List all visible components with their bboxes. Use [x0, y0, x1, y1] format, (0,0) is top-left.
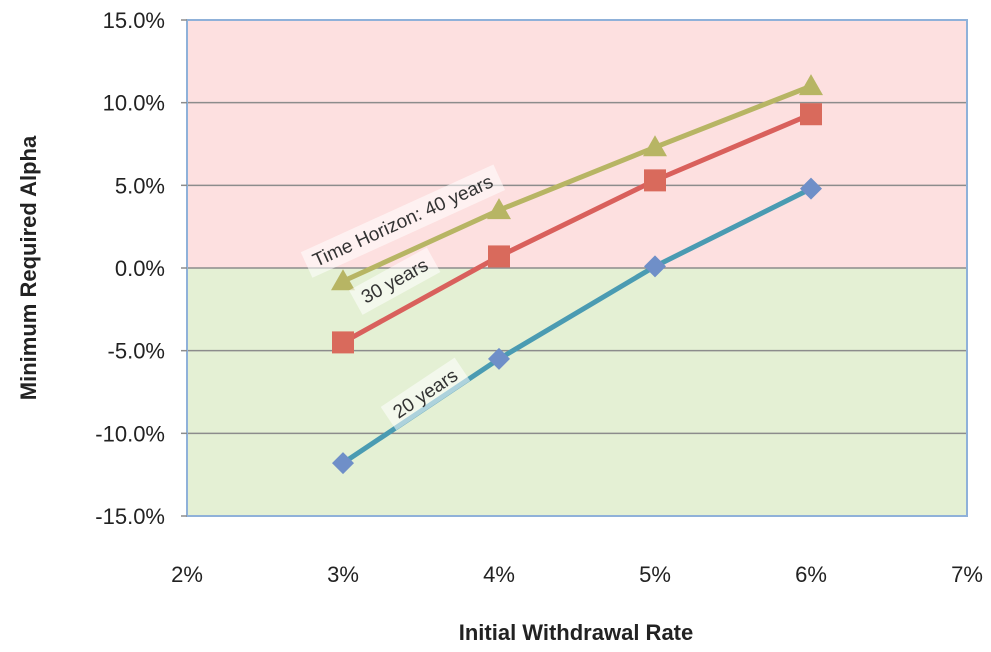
gridlines: [187, 101, 967, 435]
x-tick-label: 3%: [327, 562, 359, 587]
x-tick-label: 5%: [639, 562, 671, 587]
background-band-1: [187, 268, 967, 516]
square-marker: [800, 103, 822, 126]
x-axis-title: Initial Withdrawal Rate: [459, 620, 694, 645]
diamond-marker: [800, 177, 822, 200]
square-marker: [644, 169, 666, 192]
background-band-0: [187, 20, 967, 268]
y-tick-label: -5.0%: [108, 339, 165, 364]
series-0: [331, 74, 823, 291]
triangle-marker: [487, 198, 511, 220]
series-label-bg: [300, 164, 506, 278]
series-line: [341, 83, 812, 284]
y-tick-label: 15.0%: [103, 8, 165, 33]
series-label-bg: [349, 247, 441, 315]
diamond-marker: [488, 347, 510, 370]
diamond-marker: [644, 255, 666, 278]
x-tick-label: 6%: [795, 562, 827, 587]
square-marker: [488, 245, 510, 268]
plot-background: [187, 20, 967, 516]
triangle-marker: [331, 269, 355, 291]
diamond-marker: [332, 452, 354, 475]
y-tick-label: 10.0%: [103, 91, 165, 116]
x-tick-label: 4%: [483, 562, 515, 587]
y-axis-title: Minimum Required Alpha: [16, 135, 41, 400]
square-marker: [332, 331, 354, 354]
series-line: [341, 111, 812, 345]
y-tick-label: -10.0%: [95, 421, 165, 446]
x-tick-label: 7%: [951, 562, 983, 587]
series-label-bg: [380, 357, 471, 431]
y-tick-label: 0.0%: [115, 256, 165, 281]
y-tick-label: -15.0%: [95, 504, 165, 529]
y-tick-label: 5.0%: [115, 173, 165, 198]
series-layer: [331, 74, 823, 475]
triangle-marker: [643, 135, 667, 157]
triangle-marker: [799, 74, 823, 96]
series-1: [332, 103, 822, 354]
axes: 15.0% 10.0% 5.0% 0.0% -5.0% -10.0% -15.0% 2% 3% 4…: [95, 8, 983, 587]
x-tick-label: 2%: [171, 562, 203, 587]
